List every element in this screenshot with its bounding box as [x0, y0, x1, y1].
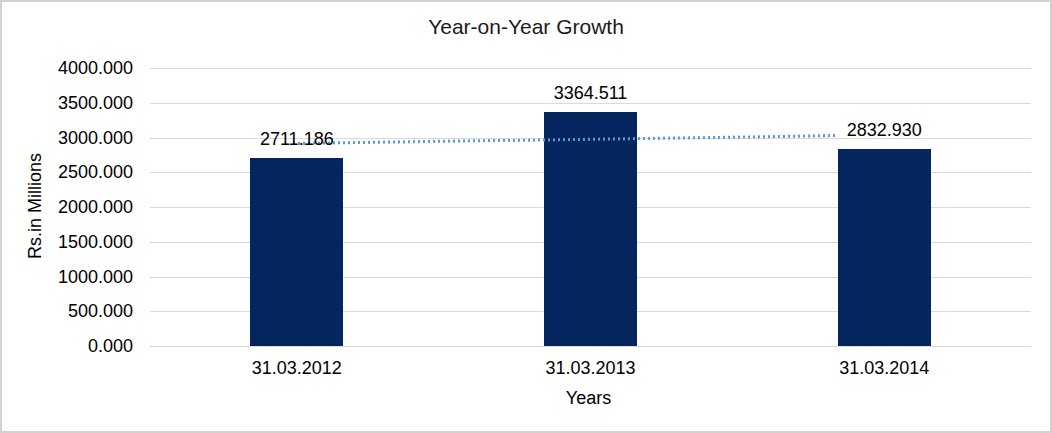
- plot-area: 0.000 500.000 1000.000 1500.000 2000.000 2500…: [2, 2, 1050, 431]
- y-tick-label: 2500.000: [23, 162, 133, 183]
- bar-value-label: 3364.511: [531, 83, 651, 104]
- bar: [544, 112, 637, 346]
- y-tick-label: 4000.000: [23, 58, 133, 79]
- y-tick-label: 2000.000: [23, 197, 133, 218]
- y-tick-label: 0.000: [23, 336, 133, 357]
- bar: [250, 158, 343, 346]
- y-tick-label: 1000.000: [23, 267, 133, 288]
- x-category-label: 31.03.2014: [814, 358, 954, 379]
- bar-value-label: 2711.186: [237, 129, 357, 150]
- x-axis-title: Years: [148, 388, 1029, 409]
- bar: [838, 149, 931, 346]
- y-tick-label: 3000.000: [23, 128, 133, 149]
- y-tick-label: 500.000: [23, 301, 133, 322]
- y-tick-label: 1500.000: [23, 232, 133, 253]
- bar-value-label: 2832.930: [824, 120, 944, 141]
- y-tick-label: 3500.000: [23, 93, 133, 114]
- gridline: [150, 68, 1031, 69]
- chart-frame: Year-on-Year Growth Rs.in Millions 0.000…: [0, 0, 1052, 433]
- x-category-label: 31.03.2012: [227, 358, 367, 379]
- x-category-label: 31.03.2013: [521, 358, 661, 379]
- gridline: [150, 346, 1031, 347]
